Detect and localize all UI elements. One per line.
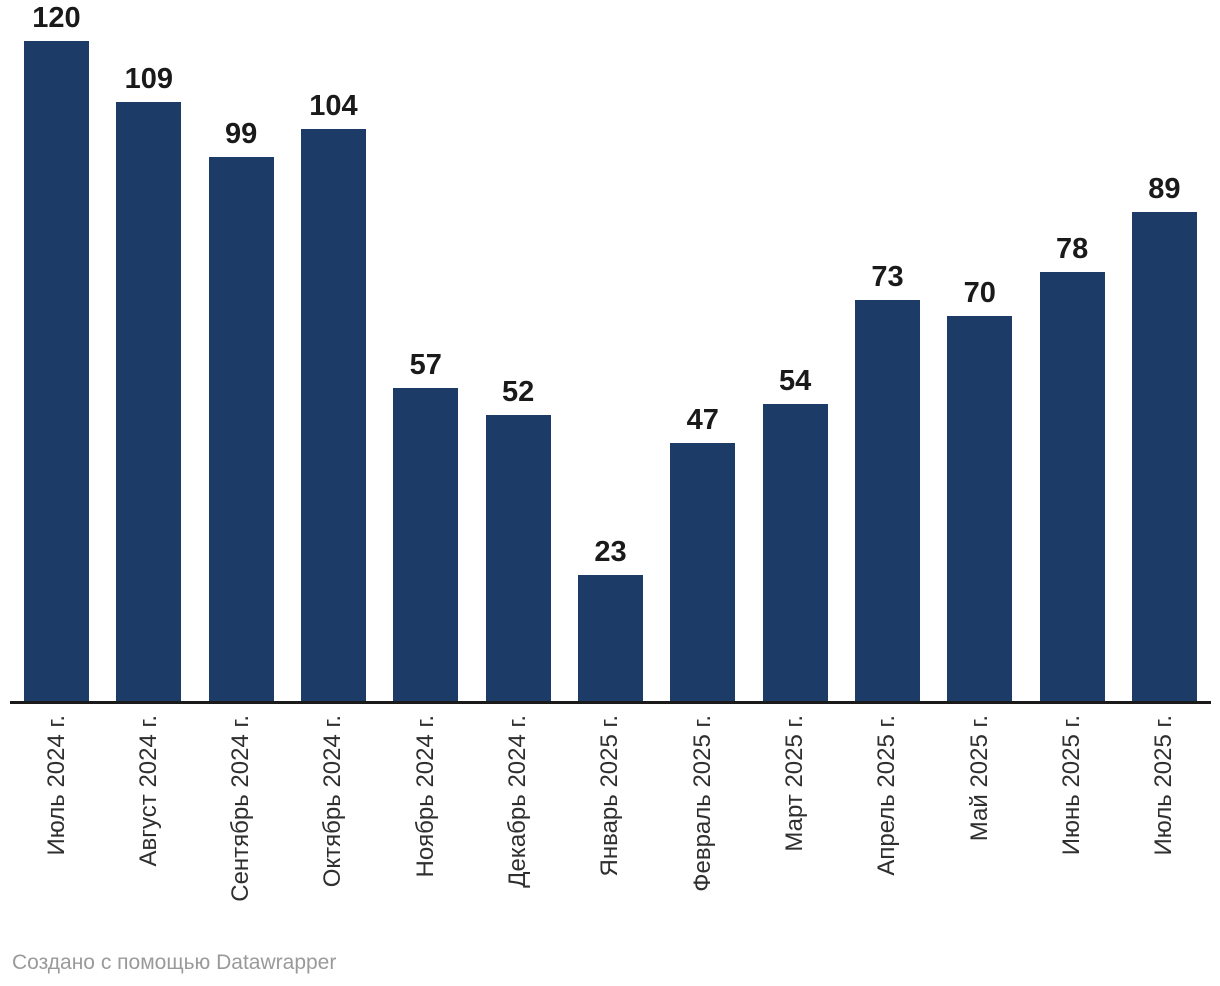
- bar-column: 78: [1039, 233, 1105, 701]
- bar-value-label: 52: [502, 376, 535, 408]
- bar-column: 57: [393, 348, 459, 701]
- plot-area: 120 109 99 104 57 52 23 47 54 73 70 78 89: [24, 0, 1197, 701]
- x-tick: Декабрь 2024 г.: [486, 704, 551, 934]
- bar-value-label: 70: [963, 277, 996, 309]
- x-tick: Сентябрь 2024 г.: [209, 704, 274, 934]
- x-tick: Июнь 2025 г.: [1040, 704, 1105, 934]
- x-tick: Май 2025 г.: [947, 704, 1012, 934]
- bar-column: 52: [485, 376, 551, 701]
- x-tick-label: Ноябрь 2024 г.: [411, 715, 439, 878]
- bar-column: 54: [762, 365, 828, 701]
- x-tick: Июль 2025 г.: [1132, 704, 1197, 934]
- bar-column: 99: [208, 117, 274, 701]
- x-tick: Август 2024 г.: [116, 704, 181, 934]
- bar-value-label: 99: [225, 117, 258, 150]
- bar-value-label: 109: [124, 62, 174, 95]
- bar[interactable]: [208, 156, 274, 701]
- x-tick-label: Сентябрь 2024 г.: [227, 715, 255, 902]
- bar[interactable]: [24, 41, 89, 701]
- bar-column: 89: [1131, 172, 1197, 701]
- bar-column: 23: [577, 535, 643, 701]
- bar[interactable]: [485, 415, 551, 701]
- bar[interactable]: [762, 404, 828, 701]
- x-tick: Январь 2025 г.: [578, 704, 643, 934]
- bar-column: 47: [670, 403, 736, 701]
- bar[interactable]: [116, 101, 182, 701]
- bar-column: 70: [947, 277, 1013, 701]
- attribution-text: Создано с помощью Datawrapper: [12, 951, 337, 974]
- x-tick: Апрель 2025 г.: [855, 704, 920, 934]
- bar-column: 120: [24, 4, 89, 701]
- x-tick-label: Май 2025 г.: [965, 715, 993, 842]
- bar[interactable]: [393, 387, 459, 701]
- bar[interactable]: [854, 299, 920, 701]
- bar[interactable]: [1131, 211, 1197, 701]
- x-tick: Июль 2024 г.: [24, 704, 89, 934]
- bar-value-label: 57: [409, 348, 442, 381]
- x-tick-label: Август 2024 г.: [134, 715, 162, 867]
- attribution: Создано с помощью Datawrapper: [12, 951, 336, 975]
- x-tick-label: Декабрь 2024 г.: [504, 715, 532, 888]
- x-tick-label: Апрель 2025 г.: [873, 715, 901, 876]
- x-axis-labels: Июль 2024 г. Август 2024 г. Сентябрь 2024 …: [24, 704, 1197, 934]
- bar[interactable]: [577, 574, 643, 701]
- x-tick-label: Октябрь 2024 г.: [319, 715, 347, 888]
- x-tick-label: Март 2025 г.: [781, 715, 809, 852]
- bar[interactable]: [670, 442, 736, 701]
- bar-value-label: 73: [871, 260, 904, 293]
- bar-value-label: 23: [594, 535, 627, 568]
- x-tick: Ноябрь 2024 г.: [393, 704, 458, 934]
- bar-value-label: 54: [778, 365, 812, 397]
- bar[interactable]: [300, 129, 366, 701]
- x-tick-label: Июнь 2025 г.: [1058, 715, 1086, 856]
- bar-value-label: 47: [686, 403, 719, 436]
- x-tick-label: Февраль 2025 г.: [688, 715, 716, 892]
- bar-value-label: 89: [1148, 172, 1181, 205]
- x-tick-label: Январь 2025 г.: [596, 715, 624, 877]
- bar-column: 73: [854, 260, 920, 701]
- x-tick: Октябрь 2024 г.: [301, 704, 366, 934]
- bar[interactable]: [947, 316, 1013, 701]
- bar-value-label: 104: [309, 90, 358, 122]
- bar-column: 109: [116, 62, 182, 701]
- bar-column: 104: [300, 90, 366, 701]
- bar-value-label: 78: [1055, 233, 1089, 265]
- x-tick: Февраль 2025 г.: [670, 704, 735, 934]
- x-tick-label: Июль 2025 г.: [1150, 715, 1178, 856]
- bar[interactable]: [1039, 272, 1105, 701]
- x-tick: Март 2025 г.: [763, 704, 828, 934]
- bar-value-label: 120: [32, 2, 81, 34]
- x-axis-line: [10, 701, 1211, 704]
- x-tick-label: Июль 2024 г.: [42, 715, 70, 856]
